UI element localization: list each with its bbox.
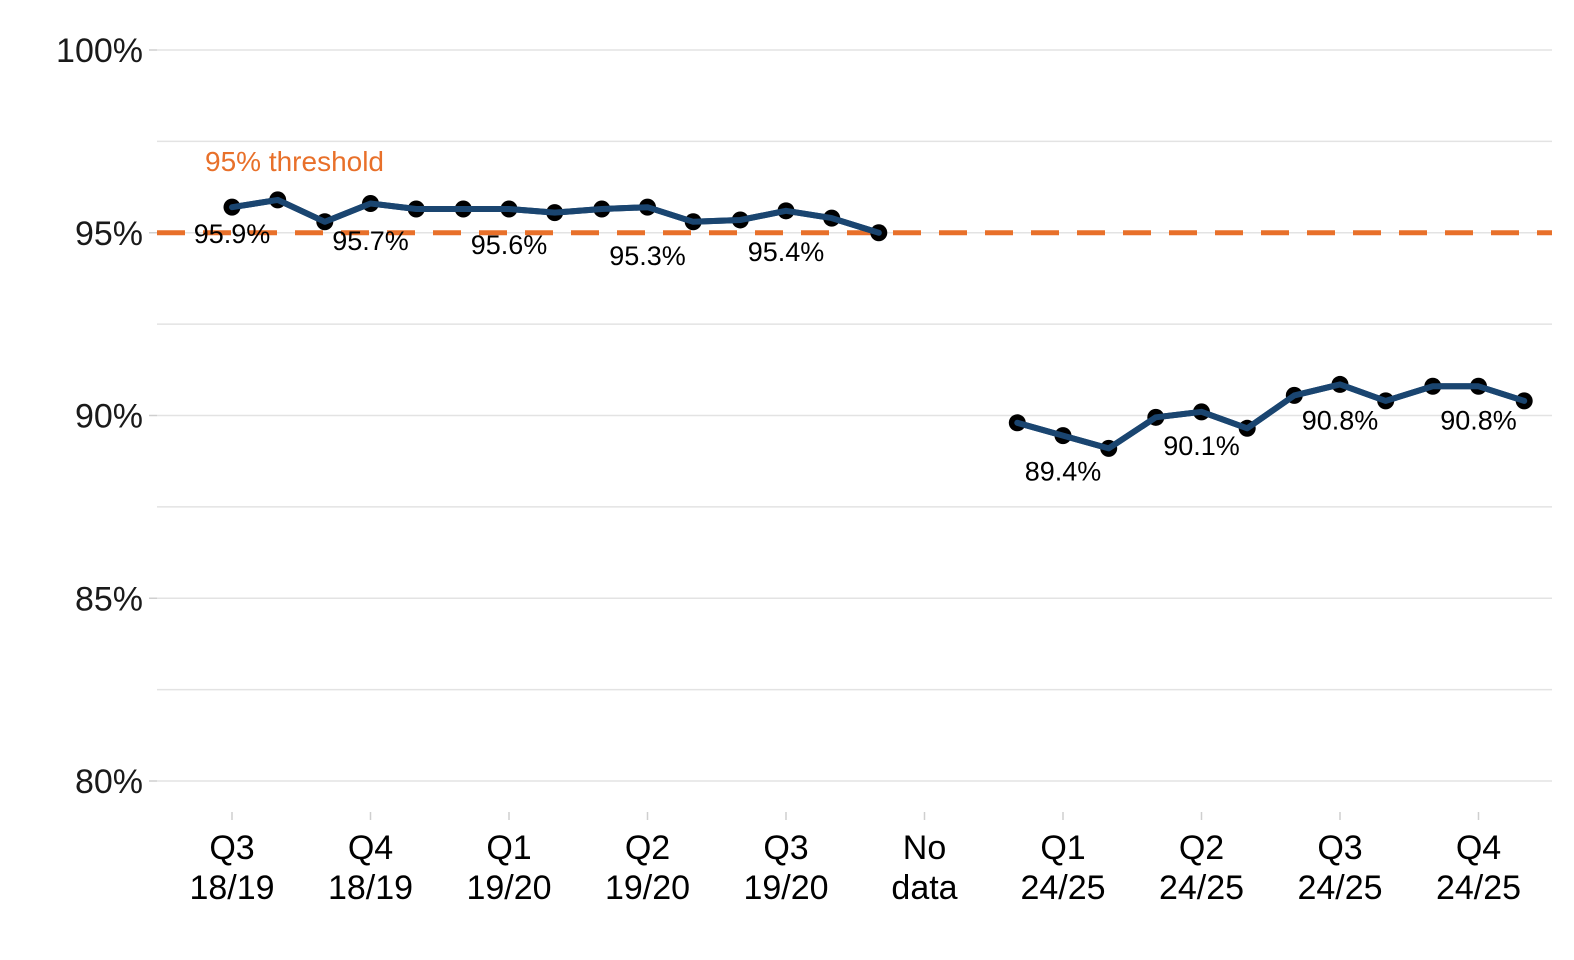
data-label: 95.9% xyxy=(194,219,271,249)
threshold: 95% threshold xyxy=(157,146,1552,236)
y-tick-label: 85% xyxy=(75,580,143,618)
x-tick-label: Q2 19/20 xyxy=(605,829,690,907)
y-tick-label: 90% xyxy=(75,398,143,436)
x-tick-label-line: 19/20 xyxy=(605,869,690,907)
y-tick-label: 95% xyxy=(75,215,143,253)
x-tick-label: No data xyxy=(891,829,957,907)
x-tick-label-line: 24/25 xyxy=(1020,869,1105,907)
data-label: 95.6% xyxy=(471,230,548,260)
x-tick-label: Q3 19/20 xyxy=(743,829,828,907)
x-tick-label: Q4 18/19 xyxy=(328,829,413,907)
data-label: 95.3% xyxy=(609,241,686,271)
data-labels: 95.9% 95.7% 95.6% 95.3% 95.4% 89.4% 90.1% 90.8%… xyxy=(194,219,1517,487)
x-tick-label: Q1 24/25 xyxy=(1020,829,1105,907)
y-tick-label: 80% xyxy=(75,763,143,801)
data-label: 90.8% xyxy=(1302,405,1379,435)
x-tick-label-line: Q3 xyxy=(763,829,808,867)
x-tick-label-line: 24/25 xyxy=(1436,869,1521,907)
data-label: 90.8% xyxy=(1440,405,1517,435)
x-tick-label-line: Q1 xyxy=(1040,829,1085,867)
x-tick-label-line: Q3 xyxy=(209,829,254,867)
series-line-overlay xyxy=(229,196,882,236)
x-tick-label: Q2 24/25 xyxy=(1159,829,1244,907)
x-tick-label-line: No xyxy=(903,829,946,867)
x-tick-label: Q3 24/25 xyxy=(1297,829,1382,907)
x-tick-label: Q1 19/20 xyxy=(466,829,551,907)
x-tick-label-line: Q2 xyxy=(1179,829,1224,867)
x-tick-label: Q4 24/25 xyxy=(1436,829,1521,907)
x-tick-label: Q3 18/19 xyxy=(189,829,274,907)
series-points xyxy=(223,191,1533,457)
x-tick-label-line: 19/20 xyxy=(743,869,828,907)
data-label: 95.7% xyxy=(332,226,409,256)
x-tick-label-line: 18/19 xyxy=(328,869,413,907)
x-tick-label-line: 24/25 xyxy=(1297,869,1382,907)
x-tick-label-line: data xyxy=(891,869,957,907)
x-tick-label-line: Q4 xyxy=(1456,829,1501,867)
data-label: 90.1% xyxy=(1163,431,1240,461)
x-tick-label-line: Q2 xyxy=(625,829,670,867)
x-tick-label-line: Q1 xyxy=(486,829,531,867)
data-label: 95.4% xyxy=(748,237,825,267)
threshold-label: 95% threshold xyxy=(205,146,384,177)
y-tick-label: 100% xyxy=(56,32,143,70)
x-tick-label-line: Q4 xyxy=(348,829,393,867)
x-tick-label-line: 19/20 xyxy=(466,869,551,907)
data-label: 89.4% xyxy=(1025,456,1102,486)
y-axis-ticks: 80% 85% 90% 95% 100% xyxy=(56,32,157,801)
x-tick-label-line: 18/19 xyxy=(189,869,274,907)
x-tick-label-line: 24/25 xyxy=(1159,869,1244,907)
series-line-overlay xyxy=(1014,381,1528,452)
x-tick-label-line: Q3 xyxy=(1317,829,1362,867)
